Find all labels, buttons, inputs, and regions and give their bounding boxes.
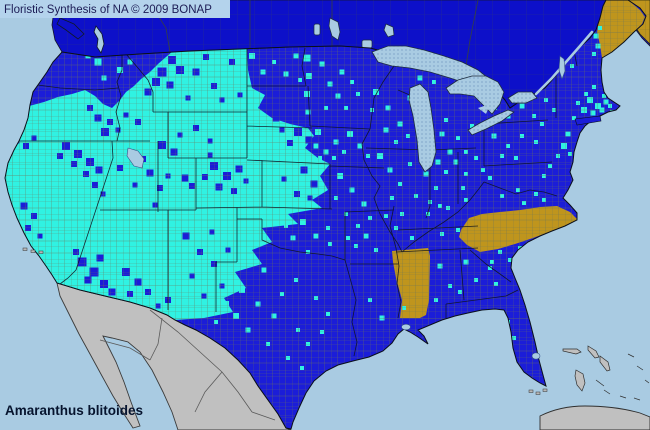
channel-islands: [22, 247, 44, 254]
cuba-region: [539, 405, 650, 430]
lake-pontchartrain: [401, 323, 411, 331]
saginaw-bay: [478, 104, 490, 114]
vancouver-island: [56, 17, 85, 40]
great-lakes: [371, 45, 538, 173]
mexico-state-borders: [99, 309, 276, 421]
puget-sound: [93, 25, 105, 54]
title-bar: [0, 0, 230, 18]
long-island: [574, 115, 602, 126]
canada-lakes: [313, 17, 395, 49]
st-lawrence-river: [534, 30, 594, 96]
us-coastline-outline: [4, 0, 647, 430]
map-title: Floristic Synthesis of NA © 2009 BONAP: [4, 4, 212, 16]
lake-ontario: [507, 91, 538, 104]
small-inland-lakes: [126, 55, 566, 360]
florida-keys: [528, 388, 548, 395]
lake-michigan: [408, 83, 437, 173]
bahamas-islands: [562, 345, 650, 401]
canada-province-borders: [147, 0, 479, 67]
lake-champlain: [558, 55, 566, 80]
state-borders: [19, 39, 578, 357]
lake-okeechobee: [531, 352, 541, 360]
great-salt-lake: [126, 147, 145, 169]
lake-erie: [467, 109, 515, 136]
species-label: Amaranthus blitoides: [5, 403, 143, 418]
